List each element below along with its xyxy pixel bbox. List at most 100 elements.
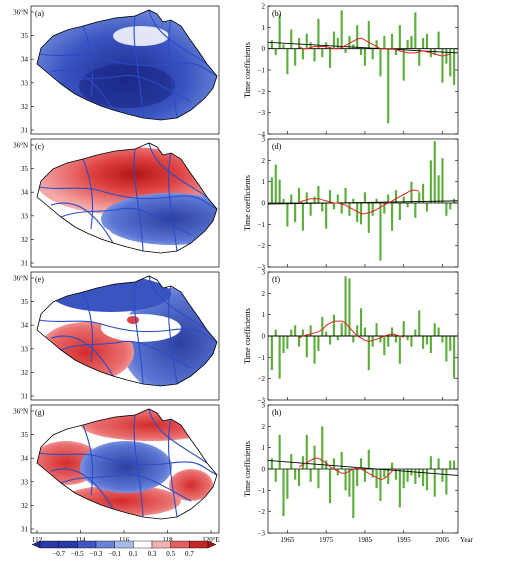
bar xyxy=(348,469,351,497)
bar xyxy=(367,336,370,371)
bar xyxy=(305,434,308,469)
bar xyxy=(321,48,324,58)
river-line xyxy=(167,285,178,385)
lat-tick-label: 36°N xyxy=(13,275,28,283)
bar xyxy=(340,451,343,469)
y-tick-label: 1 xyxy=(262,311,266,319)
bar xyxy=(441,158,444,203)
bar xyxy=(290,29,293,49)
bar xyxy=(363,327,367,336)
bar xyxy=(348,35,351,49)
x-tick-label: 1965 xyxy=(280,536,295,544)
river-line xyxy=(38,53,217,77)
colorbar-segment xyxy=(95,540,115,549)
bar xyxy=(398,336,401,364)
bar xyxy=(410,469,413,476)
y-axis-title: Time coefficients xyxy=(243,441,252,497)
bar xyxy=(278,434,281,469)
bar xyxy=(445,469,448,495)
river-line xyxy=(167,418,178,518)
bar xyxy=(286,203,289,227)
bar xyxy=(394,48,398,56)
panel-label: (b) xyxy=(272,9,282,18)
bar xyxy=(359,458,363,469)
bar xyxy=(344,188,347,203)
bar xyxy=(344,48,347,53)
bar xyxy=(375,323,378,336)
bar xyxy=(270,458,273,469)
bar xyxy=(359,48,363,56)
bar xyxy=(274,48,277,56)
bar xyxy=(418,310,421,336)
bar xyxy=(286,48,289,75)
y-tick-label: 0 xyxy=(262,333,266,341)
basin-outline xyxy=(36,275,218,387)
bar xyxy=(363,469,367,482)
bar xyxy=(286,469,289,499)
bar xyxy=(282,44,285,49)
bar xyxy=(391,33,394,49)
river-line xyxy=(148,276,208,331)
bar xyxy=(340,203,343,214)
bar xyxy=(410,181,413,203)
bar xyxy=(406,469,409,482)
bar xyxy=(317,336,320,351)
colorbar-label: −0.7 xyxy=(52,550,65,558)
panel-label: (d) xyxy=(272,142,282,151)
basin-outline xyxy=(36,408,218,520)
smooth-curve xyxy=(298,320,404,342)
bar xyxy=(359,308,363,336)
bar xyxy=(429,456,432,469)
y-tick-label: −1 xyxy=(258,354,266,362)
lat-tick-label: 34 xyxy=(21,455,29,463)
bar xyxy=(309,42,312,49)
bar xyxy=(282,336,285,354)
river-line xyxy=(60,473,192,502)
bar xyxy=(422,183,425,203)
bar xyxy=(418,469,421,478)
bar xyxy=(282,198,285,203)
y-tick-label: −2 xyxy=(258,375,266,383)
y-tick-label: −1 xyxy=(258,67,266,75)
y-tick-label: 2 xyxy=(262,3,266,11)
river-line xyxy=(133,281,144,385)
lat-tick-label: 36°N xyxy=(13,9,28,17)
colorbar-label: 0.1 xyxy=(129,550,138,558)
bar xyxy=(305,336,308,358)
bar xyxy=(379,469,382,501)
bar xyxy=(371,469,374,478)
bar xyxy=(274,164,277,203)
bar xyxy=(387,194,390,203)
y-tick-label: 3 xyxy=(262,402,266,410)
bar xyxy=(410,35,413,49)
lon-tick-label: 114 xyxy=(75,536,86,544)
colorbar-segment xyxy=(170,540,190,549)
bar xyxy=(317,18,320,49)
lat-tick-label: 31 xyxy=(21,260,29,268)
bar xyxy=(340,10,343,49)
bar xyxy=(344,469,347,491)
bar xyxy=(274,329,277,336)
colorbar: −0.7 −0.5 −0.3 −0.1 0.1 0.3 0.5 0.7 xyxy=(31,540,217,558)
y-axis-title: Time coefficients xyxy=(243,42,252,98)
bar xyxy=(332,314,335,336)
colorbar-label: 0.5 xyxy=(166,550,175,558)
lat-tick-label: 31 xyxy=(21,393,29,401)
bar xyxy=(356,25,359,49)
x-axis-title: Year xyxy=(460,536,474,544)
river-line xyxy=(148,10,208,65)
bar xyxy=(301,456,304,469)
bar xyxy=(394,190,398,203)
bar xyxy=(270,40,273,49)
x-tick-label: 1975 xyxy=(319,536,334,544)
bar xyxy=(379,203,382,261)
lat-tick-label: 33 xyxy=(21,212,29,220)
river-line xyxy=(167,152,178,252)
bar xyxy=(294,203,297,223)
bar xyxy=(348,203,351,216)
y-tick-label: −3 xyxy=(258,264,266,272)
bar xyxy=(449,48,452,77)
bar xyxy=(344,276,347,336)
bar xyxy=(321,203,324,212)
colorbar-segment xyxy=(133,540,153,549)
